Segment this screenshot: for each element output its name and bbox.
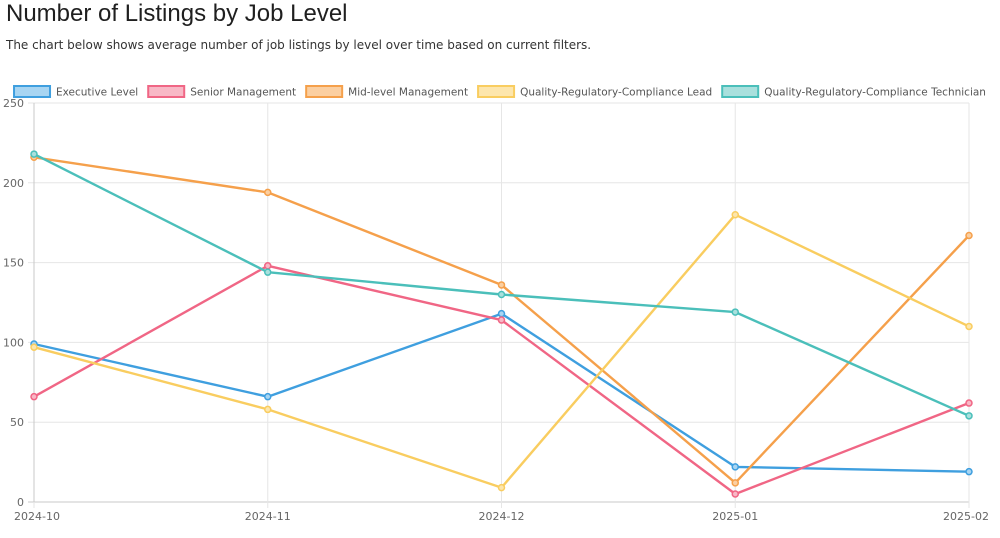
data-point[interactable] <box>731 308 739 316</box>
y-tick-label: 250 <box>3 97 24 110</box>
legend-swatch <box>305 85 344 98</box>
page-title: Number of Listings by Job Level <box>6 0 348 27</box>
series-quality-regulatory-compliance-technician <box>30 150 973 420</box>
x-tick-label: 2024-12 <box>479 510 525 523</box>
legend-label: Executive Level <box>56 87 138 99</box>
data-point[interactable] <box>30 150 38 158</box>
data-point[interactable] <box>30 392 38 401</box>
legend-label: Senior Management <box>190 87 296 99</box>
line-chart: 0 50 100 150 200 250 2024-10 2024-11 2024-12 2025… <box>0 76 1000 533</box>
data-point[interactable] <box>965 412 973 420</box>
data-point[interactable] <box>965 322 973 331</box>
page-subtitle: The chart below shows average number of … <box>6 38 592 52</box>
data-point[interactable] <box>497 316 506 324</box>
legend-label: Quality-Regulatory-Compliance Technician <box>764 87 986 99</box>
series-quality-regulatory-compliance-lead <box>30 210 973 492</box>
series-senior-management <box>30 262 973 498</box>
legend-item[interactable]: Senior Management <box>147 85 296 99</box>
y-tick-label: 200 <box>3 177 24 190</box>
data-point[interactable] <box>965 467 973 476</box>
legend-label: Quality-Regulatory-Compliance Lead <box>520 87 712 99</box>
legend-label: Mid-level Management <box>348 87 468 99</box>
legend-swatch <box>721 85 760 98</box>
data-point[interactable] <box>731 479 739 487</box>
legend-swatch <box>147 85 186 98</box>
chart-header: Number of Listings by Job Level The char… <box>6 0 1000 52</box>
data-point[interactable] <box>264 262 272 270</box>
data-point[interactable] <box>731 463 739 471</box>
legend[interactable]: Executive Level Senior Management Mid-leve… <box>13 85 986 99</box>
grid-layer <box>28 102 970 508</box>
data-point[interactable] <box>965 231 973 240</box>
x-tick-label: 2025-01 <box>712 510 758 523</box>
legend-item[interactable]: Executive Level <box>13 85 138 99</box>
data-point[interactable] <box>264 392 272 401</box>
y-tick-label: 150 <box>3 257 24 270</box>
data-point[interactable] <box>497 281 506 289</box>
x-tick-label: 2024-10 <box>14 510 60 523</box>
data-point[interactable] <box>264 268 272 276</box>
data-point[interactable] <box>264 188 272 197</box>
legend-swatch <box>477 85 516 98</box>
y-tick-label: 100 <box>3 336 24 349</box>
data-point[interactable] <box>497 290 506 299</box>
data-point[interactable] <box>30 343 38 351</box>
data-point[interactable] <box>731 490 739 498</box>
data-point[interactable] <box>731 210 739 219</box>
y-tick-label: 50 <box>10 416 24 429</box>
x-tick-label: 2024-11 <box>245 510 291 523</box>
y-tick-label: 0 <box>17 496 24 509</box>
axis-layer: 0 50 100 150 200 250 2024-10 2024-11 2024-12 2025… <box>3 97 989 523</box>
legend-item[interactable]: Quality-Regulatory-Compliance Technician <box>721 85 986 99</box>
legend-item[interactable]: Mid-level Management <box>305 85 468 99</box>
x-tick-label: 2025-02 <box>943 510 989 523</box>
chart-canvas: 0 50 100 150 200 250 2024-10 2024-11 2024-12 2025… <box>3 85 989 523</box>
data-point[interactable] <box>264 405 272 414</box>
data-point[interactable] <box>497 483 506 492</box>
data-point[interactable] <box>497 309 506 318</box>
legend-swatch <box>13 85 52 98</box>
legend-item[interactable]: Quality-Regulatory-Compliance Lead <box>477 85 712 99</box>
series-layer <box>30 150 973 498</box>
data-point[interactable] <box>965 399 973 407</box>
